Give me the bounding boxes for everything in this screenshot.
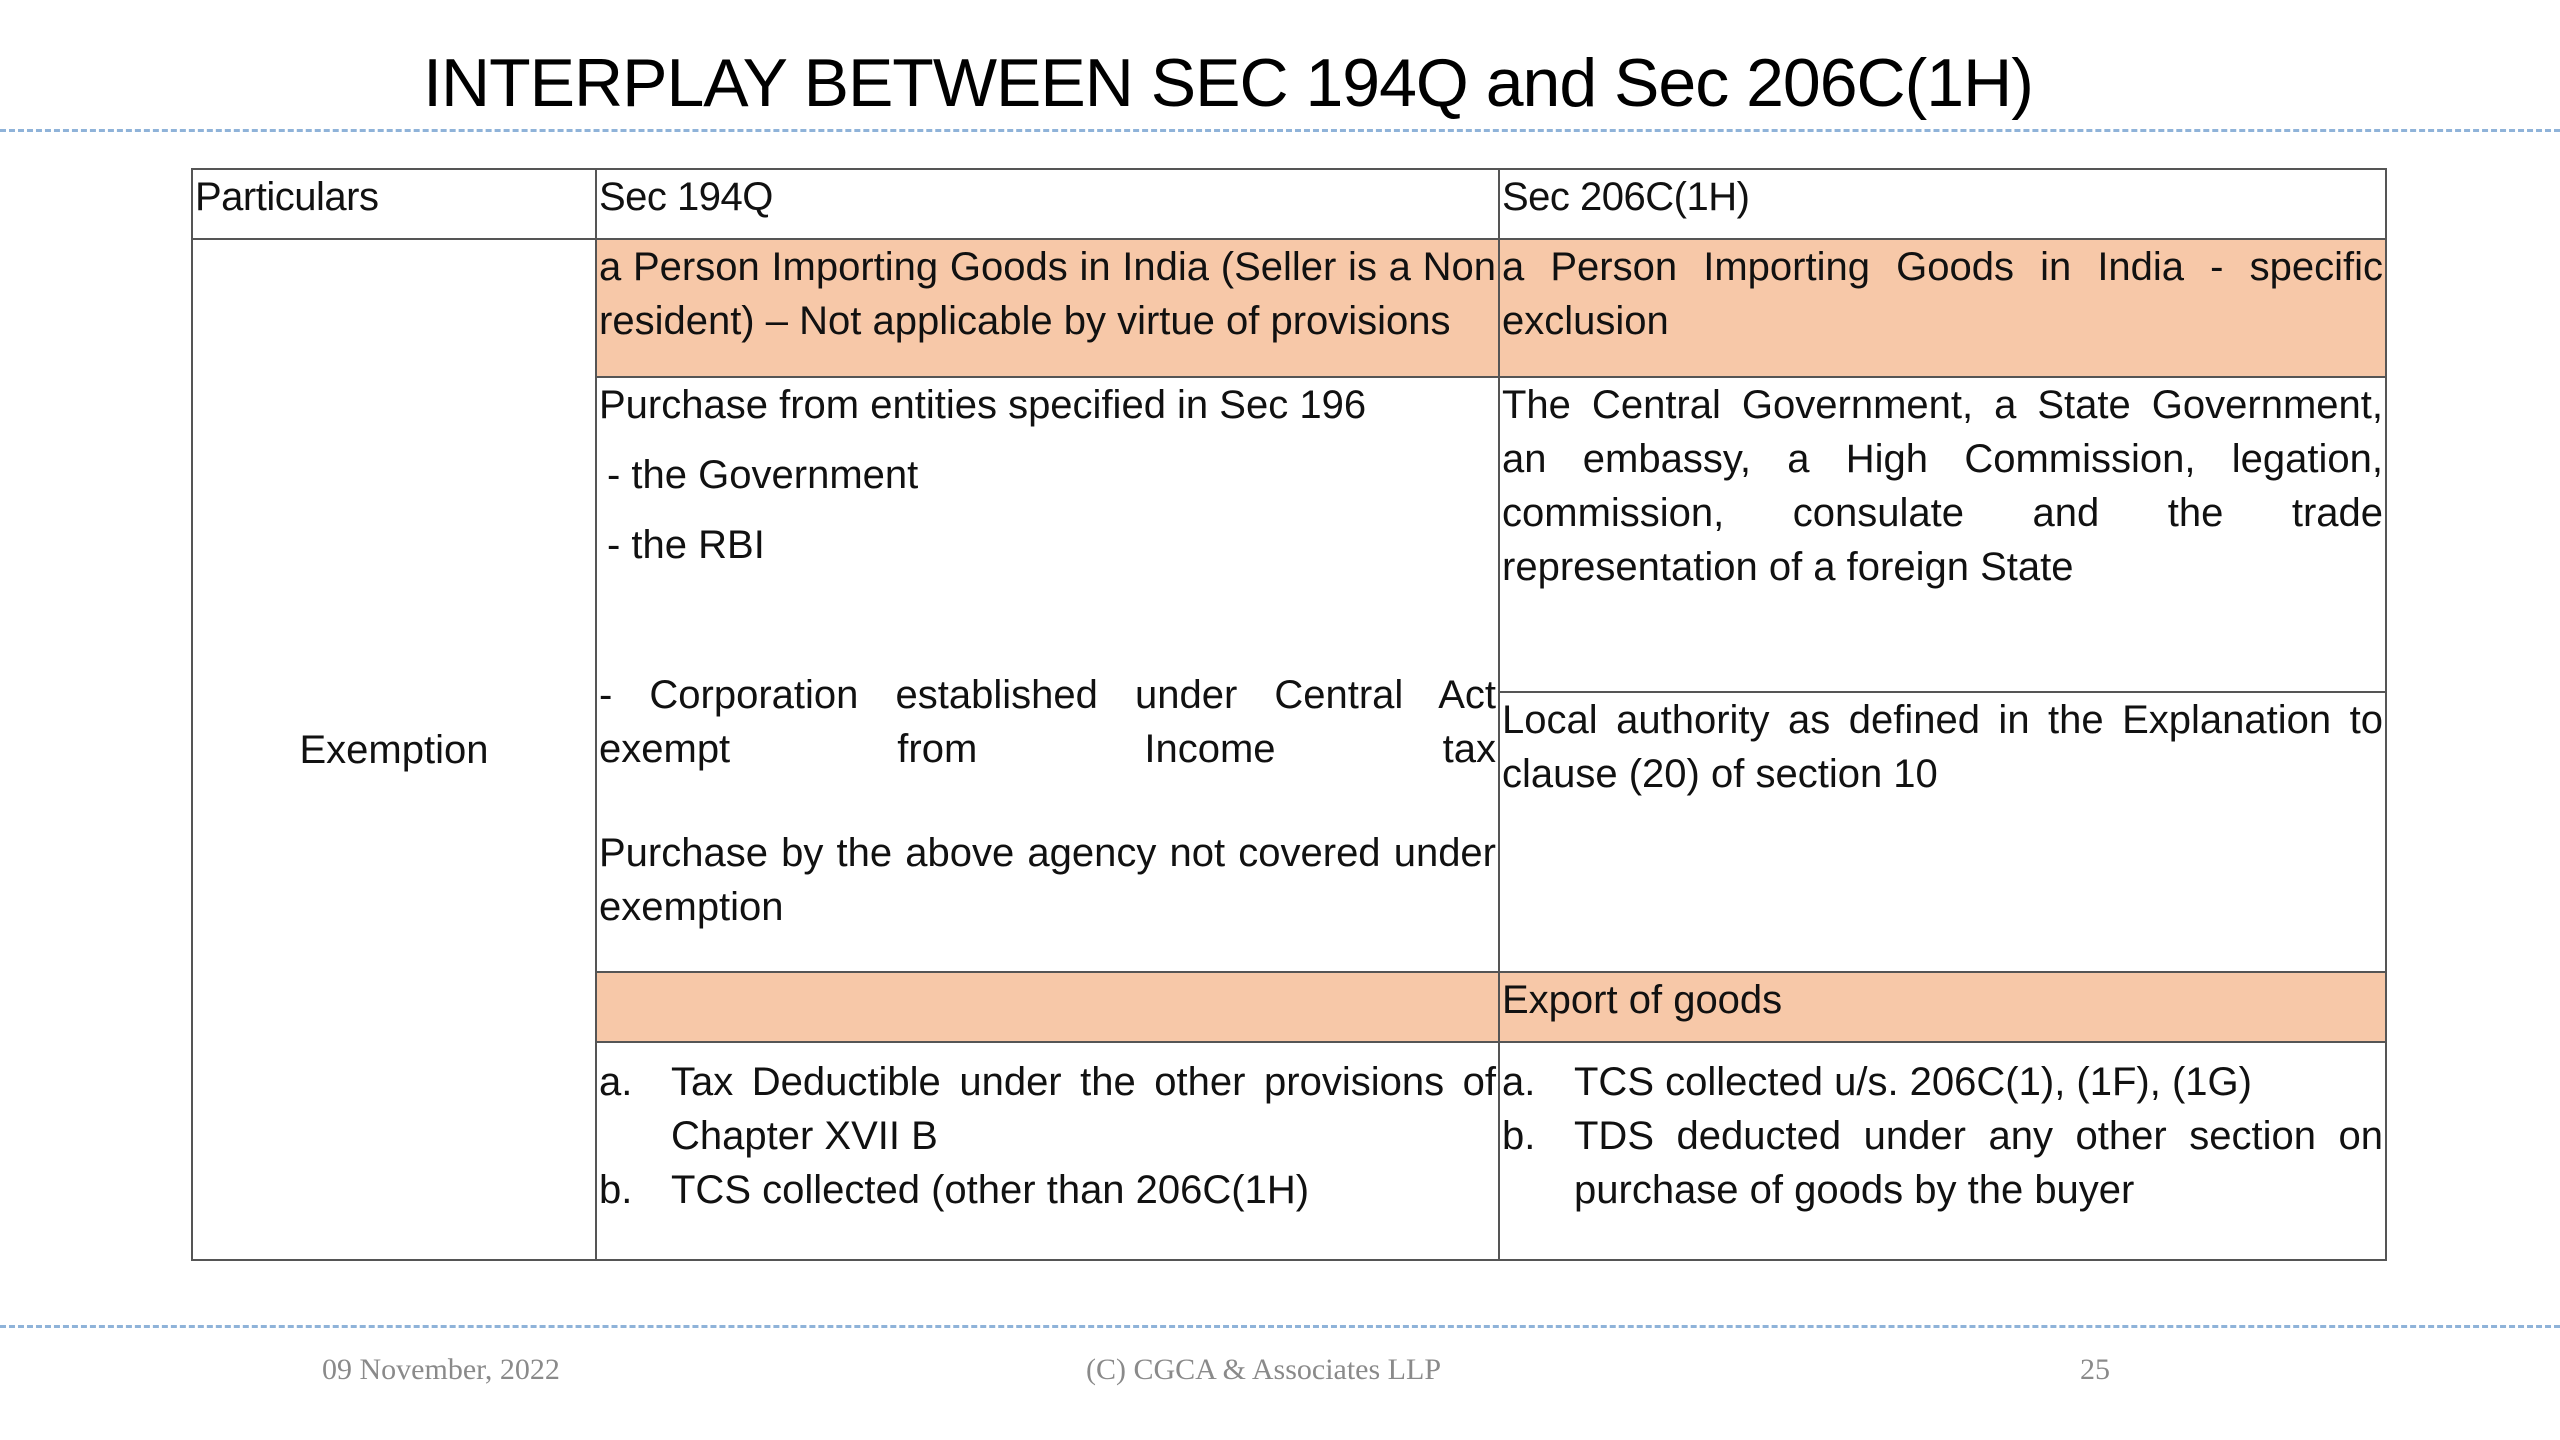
cell-206c-tds-tcs: a. TCS collected u/s. 206C(1), (1F), (1G…	[1498, 1041, 2387, 1261]
cell-206c-import: a Person Importing Goods in India - spec…	[1498, 238, 2387, 378]
list-206c: a. TCS collected u/s. 206C(1), (1F), (1G…	[1502, 1055, 2383, 1217]
cell-194q-specified-entities: Purchase from entities specified in Sec …	[595, 376, 1500, 973]
cell-194q-export	[595, 971, 1500, 1043]
list-item: b. TDS deducted under any other section …	[1502, 1114, 2383, 1212]
cell-194q-tds-tcs: a. Tax Deductible under the other provis…	[595, 1041, 1500, 1261]
top-dashed-divider	[0, 129, 2560, 132]
list-item-government: - the Government	[607, 453, 919, 497]
footer-copyright: (C) CGCA & Associates LLP	[1086, 1353, 1442, 1386]
list-item: b. TCS collected (other than 206C(1H)	[599, 1168, 1310, 1212]
bottom-dashed-divider	[0, 1325, 2560, 1328]
slide-title: INTERPLAY BETWEEN SEC 194Q and Sec 206C(…	[423, 45, 2034, 121]
list-item: a. TCS collected u/s. 206C(1), (1F), (1G…	[1502, 1060, 2252, 1104]
cell-206c-government: The Central Government, a State Governme…	[1498, 376, 2387, 693]
cell-206c-local-authority: Local authority as defined in the Explan…	[1498, 691, 2387, 973]
header-sec-194q: Sec 194Q	[595, 168, 1500, 240]
cell-206c-export: Export of goods	[1498, 971, 2387, 1043]
table-row-local-authority: Local authority as defined in the Explan…	[192, 691, 2387, 973]
table-header-row: Particulars Sec 194Q Sec 206C(1H)	[191, 168, 2387, 240]
header-sec-206c: Sec 206C(1H)	[1498, 168, 2387, 240]
table-row-tds-tcs: a. Tax Deductible under the other provis…	[192, 1041, 2387, 1261]
exemption-label: Exemption	[191, 238, 597, 1261]
header-particulars: Particulars	[191, 168, 597, 240]
list-194q: a. Tax Deductible under the other provis…	[599, 1055, 1496, 1217]
comparison-table: Particulars Sec 194Q Sec 206C(1H) Exempt…	[191, 168, 2387, 1261]
list-item: a. Tax Deductible under the other provis…	[599, 1060, 1496, 1158]
table-row-export: Export of goods	[192, 971, 2387, 1043]
footer-date: 09 November, 2022	[322, 1353, 560, 1386]
cell-194q-import: a Person Importing Goods in India (Selle…	[595, 238, 1500, 378]
corporation-text: - Corporation established under Central …	[599, 673, 1496, 771]
table-row-government: Purchase from entities specified in Sec …	[192, 376, 2387, 973]
list-item-rbi: - the RBI	[607, 523, 765, 567]
footer-page-number: 25	[2080, 1353, 2110, 1386]
agency-note-text: Purchase by the above agency not covered…	[599, 831, 1496, 929]
table-row-import: Exemption a Person Importing Goods in In…	[191, 238, 2387, 1261]
sec-196-intro: Purchase from entities specified in Sec …	[599, 383, 1367, 427]
